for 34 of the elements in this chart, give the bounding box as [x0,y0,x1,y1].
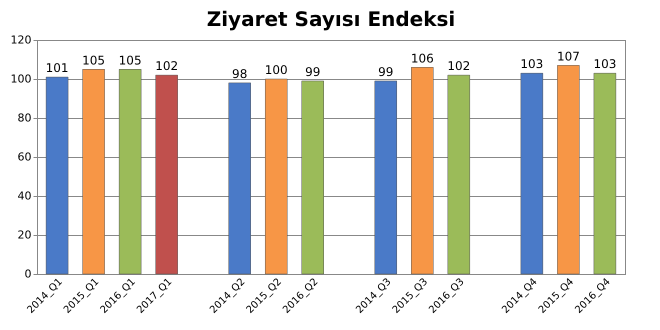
bar [374,80,398,274]
data-label: 103 [520,57,544,72]
y-tick-label: 60 [18,150,32,164]
data-label: 99 [378,64,394,79]
data-label: 105 [118,53,142,68]
bar [46,76,68,274]
data-label: 100 [264,63,288,77]
bar [520,72,544,274]
y-tick-label: 0 [24,268,32,280]
bar [118,69,142,274]
bar [264,78,288,274]
bar [82,69,105,274]
bar [411,67,434,274]
bar [228,82,251,274]
data-label: 103 [593,57,616,72]
chart-title: Ziyaret Sayısı Endeksi [206,7,456,31]
bar [557,65,580,274]
data-label: 102 [447,59,470,74]
bar [301,80,324,274]
bar [594,72,616,274]
y-tick-label: 120 [10,34,32,46]
data-label: 105 [82,53,106,68]
data-label: 106 [410,51,434,66]
y-tick-label: 40 [18,190,32,202]
data-label: 99 [305,64,320,79]
y-tick-label: 20 [18,228,32,242]
data-label: 102 [155,59,178,74]
data-label: 107 [556,49,580,64]
bar [155,74,178,274]
data-label: 98 [232,66,248,81]
data-label: 101 [46,61,69,76]
bar [448,74,470,274]
y-tick-label: 80 [18,112,32,124]
y-tick-label: 100 [10,72,32,86]
